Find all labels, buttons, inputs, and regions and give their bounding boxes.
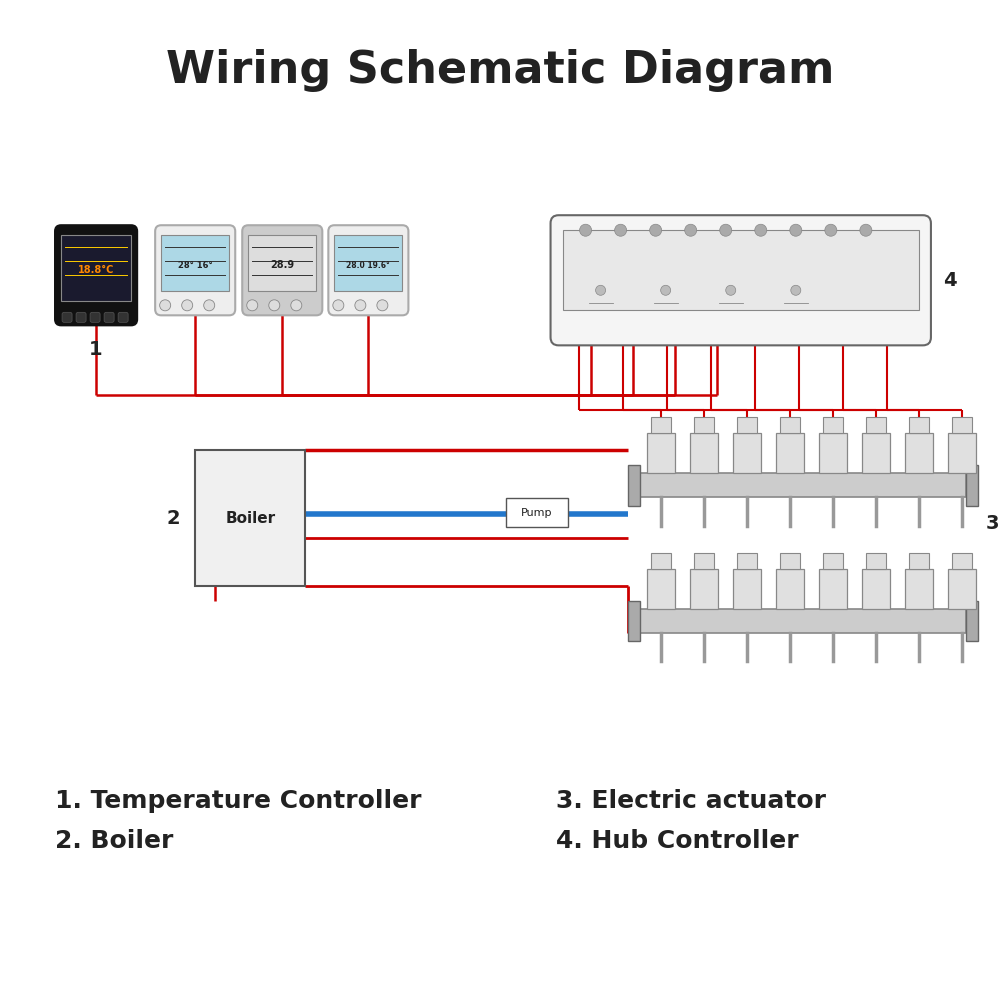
Text: 28° 16°: 28° 16° xyxy=(178,261,212,269)
Bar xyxy=(628,465,640,506)
Bar xyxy=(948,433,976,473)
Bar xyxy=(952,417,972,433)
Bar xyxy=(966,601,978,641)
Text: 1. Temperature Controller: 1. Temperature Controller xyxy=(55,789,421,813)
Text: 2: 2 xyxy=(166,509,180,528)
Bar xyxy=(506,498,568,527)
FancyBboxPatch shape xyxy=(55,225,137,325)
Circle shape xyxy=(246,300,258,310)
Bar xyxy=(862,569,890,609)
Circle shape xyxy=(661,285,671,295)
Circle shape xyxy=(650,224,662,236)
Bar xyxy=(780,553,800,569)
Bar xyxy=(690,569,718,609)
FancyBboxPatch shape xyxy=(551,215,931,345)
Bar xyxy=(694,553,714,569)
Text: 3: 3 xyxy=(986,514,999,533)
FancyBboxPatch shape xyxy=(62,312,72,322)
Text: 18.8°C: 18.8°C xyxy=(78,265,114,275)
Circle shape xyxy=(791,285,801,295)
Text: 2. Boiler: 2. Boiler xyxy=(55,829,173,853)
Bar xyxy=(651,553,671,569)
Bar xyxy=(690,433,718,473)
FancyBboxPatch shape xyxy=(104,312,114,322)
Bar xyxy=(952,553,972,569)
Bar xyxy=(737,553,757,569)
Bar xyxy=(334,235,402,291)
Bar xyxy=(909,553,929,569)
Bar xyxy=(823,553,843,569)
Bar xyxy=(737,417,757,433)
FancyBboxPatch shape xyxy=(90,312,100,322)
Circle shape xyxy=(376,300,388,310)
Text: 3. Electric actuator: 3. Electric actuator xyxy=(556,789,826,813)
Circle shape xyxy=(755,224,767,236)
Bar xyxy=(61,235,131,301)
Bar xyxy=(780,417,800,433)
Bar xyxy=(647,433,675,473)
Bar xyxy=(628,601,640,641)
FancyBboxPatch shape xyxy=(155,225,235,315)
Circle shape xyxy=(685,224,697,236)
Circle shape xyxy=(355,300,366,310)
Bar xyxy=(733,569,761,609)
Bar xyxy=(651,417,671,433)
Circle shape xyxy=(615,224,627,236)
Bar xyxy=(195,450,305,586)
FancyBboxPatch shape xyxy=(242,225,322,315)
Bar xyxy=(862,433,890,473)
FancyBboxPatch shape xyxy=(76,312,86,322)
Bar xyxy=(776,569,804,609)
Bar xyxy=(819,569,847,609)
Circle shape xyxy=(160,300,171,310)
Circle shape xyxy=(596,285,606,295)
Bar xyxy=(819,433,847,473)
Text: 1: 1 xyxy=(89,340,103,359)
Bar xyxy=(966,465,978,506)
Circle shape xyxy=(182,300,193,310)
Circle shape xyxy=(860,224,872,236)
Bar xyxy=(866,417,886,433)
Circle shape xyxy=(580,224,592,236)
Bar xyxy=(636,609,966,633)
Bar xyxy=(823,417,843,433)
Text: Boiler: Boiler xyxy=(225,511,275,526)
Circle shape xyxy=(790,224,802,236)
Circle shape xyxy=(204,300,215,310)
Circle shape xyxy=(269,300,280,310)
Bar xyxy=(694,417,714,433)
Bar xyxy=(563,230,919,310)
Text: 28.0 19.6°: 28.0 19.6° xyxy=(346,261,390,269)
Bar xyxy=(248,235,316,291)
Bar xyxy=(647,569,675,609)
Text: Wiring Schematic Diagram: Wiring Schematic Diagram xyxy=(166,49,835,91)
FancyBboxPatch shape xyxy=(328,225,408,315)
Bar xyxy=(636,473,966,497)
Bar xyxy=(776,433,804,473)
Circle shape xyxy=(291,300,302,310)
Text: 4. Hub Controller: 4. Hub Controller xyxy=(556,829,798,853)
Text: Pump: Pump xyxy=(521,508,553,518)
Bar xyxy=(161,235,229,291)
Circle shape xyxy=(825,224,837,236)
Bar xyxy=(909,417,929,433)
Bar xyxy=(948,569,976,609)
Bar xyxy=(866,553,886,569)
Circle shape xyxy=(720,224,732,236)
Circle shape xyxy=(332,300,344,310)
Text: 4: 4 xyxy=(943,271,957,289)
FancyBboxPatch shape xyxy=(118,312,128,322)
Bar xyxy=(905,569,933,609)
Bar xyxy=(905,433,933,473)
Circle shape xyxy=(726,285,736,295)
Bar xyxy=(733,433,761,473)
Text: 28.9: 28.9 xyxy=(270,260,294,270)
